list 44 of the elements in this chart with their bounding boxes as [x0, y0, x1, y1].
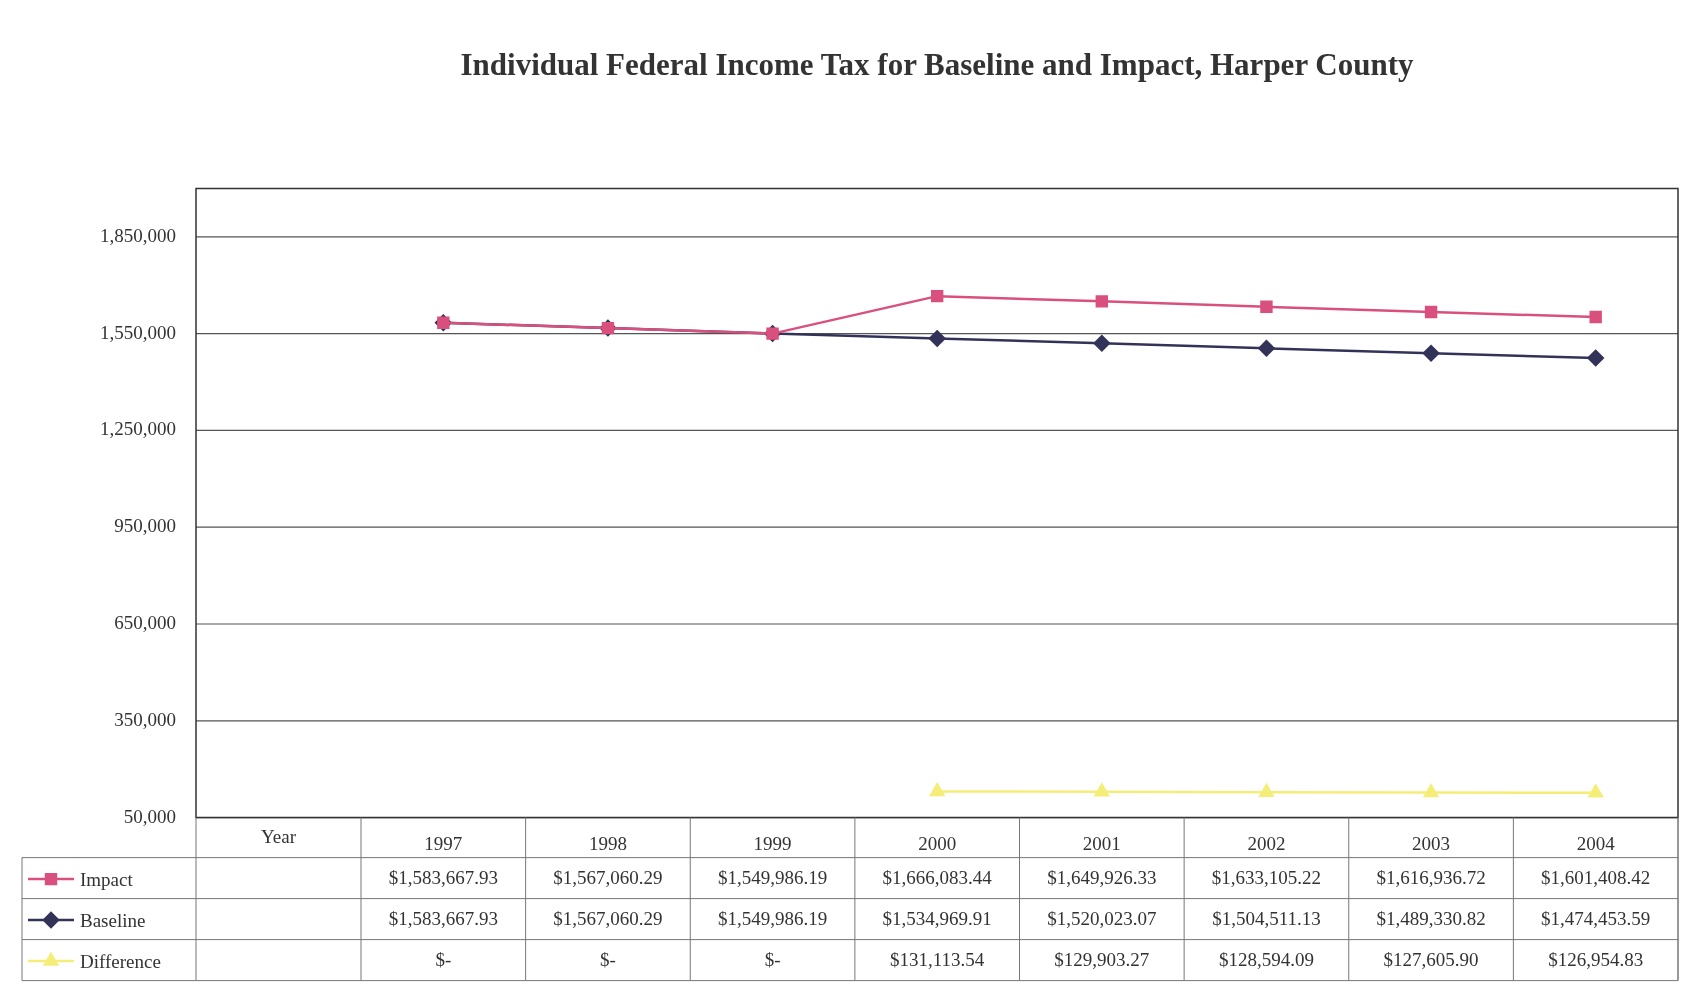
data-label: $1,583,667.93 — [388, 867, 498, 889]
data-label: $1,504,511.13 — [1212, 908, 1321, 930]
x-tick-label: 2003 — [1412, 832, 1451, 854]
data-label: $129,903.27 — [1054, 949, 1150, 971]
data-label: $1,549,986.19 — [717, 867, 828, 889]
y-tick-label: 1,550,000 — [100, 321, 176, 343]
data-label: $1,601,408.42 — [1541, 867, 1651, 889]
x-tick-label: 1998 — [588, 832, 627, 854]
data-label: $1,633,105.22 — [1211, 867, 1322, 889]
x-tick-label: 2004 — [1576, 832, 1616, 854]
data-label: $131,113.54 — [890, 949, 985, 971]
y-tick-label: 1,850,000 — [100, 224, 176, 246]
data-label: $1,583,667.93 — [388, 908, 498, 930]
x-tick-label: 2000 — [918, 832, 957, 854]
data-label: $1,649,926.33 — [1047, 867, 1157, 889]
y-tick-label: 350,000 — [114, 708, 176, 730]
y-tick-label: 650,000 — [114, 611, 176, 633]
data-label: $1,666,083.44 — [882, 867, 993, 889]
x-tick-label: 1997 — [424, 832, 463, 854]
data-label: $127,605.90 — [1383, 949, 1479, 971]
text: $- — [435, 949, 452, 971]
chart-title: Individual Federal Income Tax for Baseline and Impact, Harper County — [460, 47, 1415, 83]
data-label: $1,489,330.82 — [1376, 908, 1486, 930]
legend-label: Difference — [80, 951, 161, 973]
data-label: $1,567,060.29 — [553, 867, 663, 889]
text: $- — [600, 949, 616, 971]
y-tick-label: 50,000 — [123, 805, 176, 827]
x-tick-label: 2002 — [1247, 832, 1286, 854]
data-label: $1,474,453.59 — [1541, 908, 1651, 930]
y-tick-label: 1,250,000 — [100, 418, 176, 440]
text: $- — [764, 949, 781, 971]
data-label: $1,567,060.29 — [553, 908, 663, 930]
x-axis-title: Year — [260, 826, 297, 848]
y-tick-label: 950,000 — [114, 515, 176, 537]
data-label: $1,520,023.07 — [1047, 908, 1157, 930]
x-tick-label: 1999 — [753, 832, 792, 854]
x-tick-label: 2001 — [1082, 832, 1121, 854]
data-label: $1,616,936.72 — [1376, 867, 1486, 889]
data-label: $1,534,969.91 — [882, 908, 992, 930]
data-label: $126,954.83 — [1548, 949, 1644, 971]
legend-label: Baseline — [80, 910, 146, 932]
legend-label: Impact — [80, 869, 134, 891]
data-label: $1,549,986.19 — [717, 908, 828, 930]
data-label: $128,594.09 — [1218, 949, 1314, 971]
